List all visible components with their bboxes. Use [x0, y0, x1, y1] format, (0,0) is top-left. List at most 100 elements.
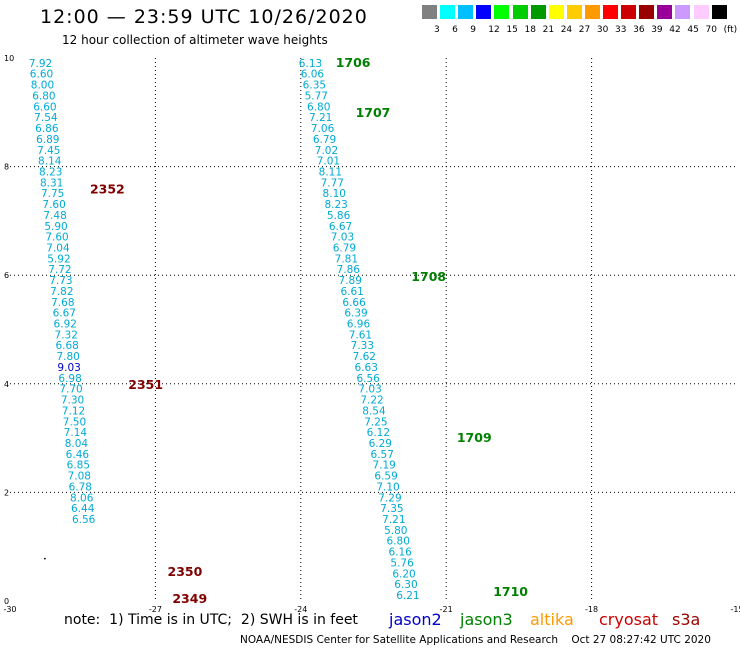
y-tick-label: 0	[4, 597, 9, 606]
wave-height-label: 7.21	[382, 514, 405, 526]
y-tick-label: 8	[4, 163, 9, 172]
color-scale-label: 6	[452, 25, 458, 35]
color-scale-label: 15	[506, 25, 518, 35]
wave-height-label: 7.35	[380, 503, 403, 515]
color-scale-label: 18	[524, 25, 536, 35]
y-tick-label: 10	[4, 54, 14, 63]
color-scale-label: 70	[705, 25, 717, 35]
wave-height-label: 8.04	[65, 438, 89, 450]
time-label: 1708	[411, 269, 446, 284]
color-swatch	[711, 5, 727, 19]
x-tick-label: -18	[585, 605, 598, 614]
wave-height-label: 6.13	[299, 58, 322, 70]
wave-height-label: 8.23	[324, 199, 347, 211]
wave-height-label: 6.44	[71, 503, 95, 515]
time-label: 2349	[172, 591, 207, 606]
wave-height-label: 7.03	[358, 384, 381, 396]
legend-s3a: s3a	[672, 610, 701, 629]
wave-height-label: 6.39	[344, 308, 367, 320]
wave-height-label: 8.10	[323, 188, 346, 200]
wave-height-label: 6.63	[355, 362, 378, 374]
wave-height-label: 7.81	[335, 253, 358, 265]
wave-height-label: 6.67	[53, 308, 76, 320]
time-label: 2351	[128, 377, 163, 392]
color-swatch	[494, 5, 510, 19]
color-scale-label: 27	[578, 25, 591, 35]
timestamp: Oct 27 08:27:42 UTC 2020	[571, 634, 711, 646]
wave-height-label: 7.48	[43, 210, 66, 222]
wave-height-label: 7.10	[376, 481, 399, 493]
wave-height-label: 5.90	[44, 221, 67, 233]
wave-height-label: 7.54	[34, 112, 58, 124]
wave-height-label: 6.60	[33, 101, 56, 113]
legend-cryosat: cryosat	[599, 610, 659, 629]
wave-height-label: 7.86	[337, 264, 361, 276]
color-swatch	[548, 5, 564, 19]
wave-height-label: 6.86	[35, 123, 59, 135]
wave-height-label: 8.31	[40, 177, 63, 189]
color-scale-label: 30	[596, 25, 609, 35]
wave-height-label: 6.80	[32, 90, 55, 102]
wave-height-label: 7.03	[331, 232, 354, 244]
wave-height-label: 5.92	[47, 253, 70, 265]
color-swatch	[657, 5, 673, 19]
wave-height-label: 8.14	[38, 156, 62, 168]
wave-height-label: 7.92	[29, 58, 52, 70]
data-mark	[43, 557, 46, 560]
wave-height-label: 9.03	[57, 362, 80, 374]
wave-height-label: 6.79	[333, 243, 356, 255]
wave-height-label: 5.80	[384, 525, 407, 537]
wave-height-label: 6.35	[303, 80, 326, 92]
wave-height-label: 6.79	[313, 134, 336, 146]
wave-height-label: 5.76	[390, 557, 414, 569]
wave-height-label: 7.60	[42, 199, 65, 211]
wave-height-label: 6.66	[342, 297, 366, 309]
time-label: 1709	[457, 430, 492, 445]
color-swatch	[675, 5, 691, 19]
wave-height-label: 7.75	[41, 188, 64, 200]
time-label: 1707	[356, 105, 391, 120]
time-label: 2352	[90, 181, 125, 196]
color-swatch	[639, 5, 655, 19]
wave-height-label: 7.80	[56, 351, 79, 363]
wave-height-label: 6.80	[307, 101, 330, 113]
wave-height-label: 7.08	[68, 471, 91, 483]
wave-height-label: 7.14	[64, 427, 88, 439]
time-label: 2350	[168, 564, 203, 579]
wave-height-label: 7.33	[351, 340, 374, 352]
wave-height-label: 6.59	[374, 471, 397, 483]
wave-height-label: 7.82	[50, 286, 73, 298]
wave-height-label: 6.06	[301, 69, 325, 81]
wave-height-label: 6.89	[36, 134, 59, 146]
wave-height-label: 6.60	[30, 69, 53, 81]
legend-altika: altika	[530, 610, 574, 629]
x-tick-label: -21	[440, 605, 453, 614]
wave-height-label: 7.62	[353, 351, 376, 363]
color-scale-label: 12	[488, 25, 500, 35]
wave-height-label: 6.56	[72, 514, 96, 526]
wave-height-label: 7.32	[55, 329, 78, 341]
color-swatch	[440, 5, 456, 19]
wave-height-label: 6.78	[69, 481, 92, 493]
wave-height-label: 7.19	[372, 460, 395, 472]
wave-height-label: 7.89	[339, 275, 362, 287]
y-tick-label: 4	[4, 380, 9, 389]
color-scale-label: 36	[633, 25, 645, 35]
wave-height-label: 7.06	[311, 123, 335, 135]
wave-height-label: 8.54	[362, 405, 386, 417]
wave-height-label: 8.00	[31, 80, 54, 92]
wave-height-label: 6.57	[371, 449, 394, 461]
wave-height-label: 6.96	[347, 319, 371, 331]
color-scale-label: 9	[470, 25, 476, 35]
color-swatch	[512, 5, 528, 19]
wave-height-label: 7.12	[62, 405, 85, 417]
color-swatch	[530, 5, 546, 19]
chart-subtitle: 12 hour collection of altimeter wave hei…	[62, 33, 328, 47]
wave-height-label: 7.30	[61, 395, 84, 407]
wave-height-label: 7.68	[51, 297, 74, 309]
legend-jason3: jason3	[460, 610, 513, 629]
wave-height-label: 6.56	[356, 373, 380, 385]
wave-height-label: 6.92	[54, 319, 77, 331]
x-tick-label: -15	[730, 605, 740, 614]
